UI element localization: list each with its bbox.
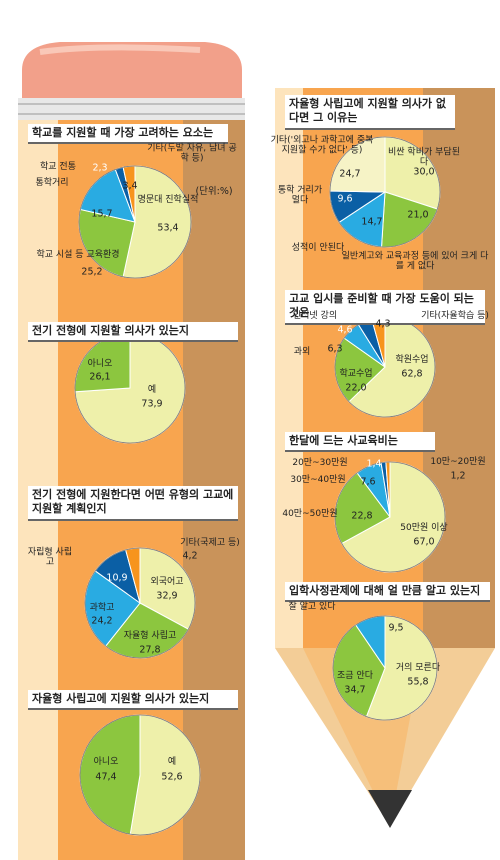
value-label: 25,2 (81, 266, 103, 278)
pie-outline (84, 547, 196, 659)
chart-title: 전기 전형에 지원할 의사가 있는지 (28, 322, 238, 343)
slice-label: 과외 (293, 346, 311, 357)
slice-label: 30만~40만원 (290, 474, 346, 485)
slice-label: 예 (147, 384, 157, 395)
slice-label: 기타(국제고 등) (180, 537, 240, 548)
slice-label: 학원수업 (395, 354, 429, 365)
value-label: 30,0 (413, 166, 435, 178)
pencil-face (275, 88, 303, 648)
slice-label: 외국어고 (150, 576, 184, 587)
slice-label: 조금 안다 (337, 670, 373, 681)
chart-title: 고교 입시를 준비할 때 가장 도움이 되는 것은 (285, 290, 485, 325)
value-label: 32,9 (156, 590, 178, 602)
value-label: 3,4 (122, 180, 138, 192)
slice-label: 통학 거리가 멀다 (277, 185, 323, 206)
value-label: 22,0 (345, 382, 367, 394)
slice-label: 20만~30만원 (292, 457, 348, 468)
slice-label: 명문대 진학실적 (137, 194, 199, 205)
value-label: 73,9 (141, 398, 163, 410)
value-label: 26,1 (89, 371, 111, 383)
chart-title: 자율형 사립고에 지원할 의사가 있는지 (28, 690, 238, 711)
value-label: 4,3 (375, 318, 391, 330)
pie-outline (334, 461, 446, 573)
value-label: 24,2 (91, 615, 113, 627)
value-label: 9,6 (337, 193, 353, 205)
slice-label: 통학거리 (35, 177, 69, 188)
slice-label: 예 (167, 756, 177, 767)
slice-label: 학교 전통 (40, 161, 76, 172)
slice-label: 거의 모른다 (395, 662, 441, 673)
slice-label: 40만~50만원 (282, 508, 338, 519)
slice-label: 아니오 (93, 756, 119, 767)
pencil-face (183, 100, 245, 860)
value-label: 10,9 (106, 572, 128, 584)
pencil-face (18, 100, 58, 860)
ferrule (18, 98, 245, 120)
slice-label: 학교수업 (339, 368, 373, 379)
value-label: 67,0 (413, 536, 435, 548)
eraser (22, 42, 242, 100)
eraser-shine (39, 44, 201, 55)
pie-outline (332, 615, 438, 721)
value-label: 4,6 (337, 324, 353, 336)
slice-label: 자율형 사립고 (123, 630, 177, 641)
value-label: 1,2 (450, 470, 466, 482)
value-label: 2,3 (92, 162, 108, 174)
slice-label: 일반계고와 교육과정 등에 있어 크게 다를 게 없다 (341, 251, 489, 272)
slice-label: 학교 시설 등 교육환경 (36, 249, 120, 260)
slice-label: 인터넷 강의 (292, 310, 338, 321)
value-label: 47,4 (95, 771, 117, 783)
slice-label: 잘 알고 있다 (288, 601, 336, 612)
value-label: 55,8 (407, 676, 429, 688)
value-label: 27,8 (139, 644, 161, 656)
pencil-lead (368, 790, 412, 828)
value-label: 21,0 (407, 209, 429, 221)
value-label: 62,8 (401, 368, 423, 380)
slice-label: 기타(두발 자유, 남녀 공학 등) (147, 143, 237, 164)
value-label: 52,6 (161, 771, 183, 783)
unit-note: (단위:%) (195, 186, 233, 197)
value-label: 1,4 (366, 458, 382, 470)
chart-title: 입학사정관제에 대해 얼 만큼 알고 있는지 (285, 582, 490, 603)
value-label: 15,7 (91, 208, 113, 220)
value-label: 9,5 (388, 622, 404, 634)
value-label: 4,2 (182, 550, 198, 562)
chart-title: 자율형 사립고에 지원할 의사가 없다면 그 이유는 (285, 95, 455, 130)
slice-label: 10만~20만원 (430, 456, 486, 467)
chart-title: 한달에 드는 사교육비는 (285, 432, 435, 453)
value-label: 24,7 (339, 168, 361, 180)
value-label: 7,6 (360, 476, 376, 488)
value-label: 53,4 (157, 222, 179, 234)
chart-title: 학교를 지원할 때 가장 고려하는 요소는 (28, 124, 228, 145)
value-label: 6,3 (327, 343, 343, 355)
slice-label: 기타(자율학습 등) (421, 310, 489, 321)
slice-label: 성적이 안된다 (291, 242, 345, 253)
value-label: 14,7 (361, 216, 383, 228)
slice-label: 과학고 (89, 602, 115, 613)
slice-label: 기타('외고나 과학고에 중복 지원할 수가 없다' 등) (270, 135, 374, 156)
slice-label: 아니오 (87, 358, 113, 369)
slice-label: 비싼 학비가 부담된다 (388, 147, 460, 168)
pie-outline (79, 714, 201, 836)
pie-outline (329, 136, 441, 248)
slice-label: 자립형 사립고 (27, 547, 73, 568)
chart-title: 전기 전형에 지원한다면 어떤 유형의 고교에 지원할 계획인지 (28, 486, 238, 521)
value-label: 22,8 (351, 510, 373, 522)
pie-outline (78, 165, 192, 279)
slice-label: 50만원 이상 (400, 522, 448, 533)
value-label: 34,7 (344, 684, 366, 696)
